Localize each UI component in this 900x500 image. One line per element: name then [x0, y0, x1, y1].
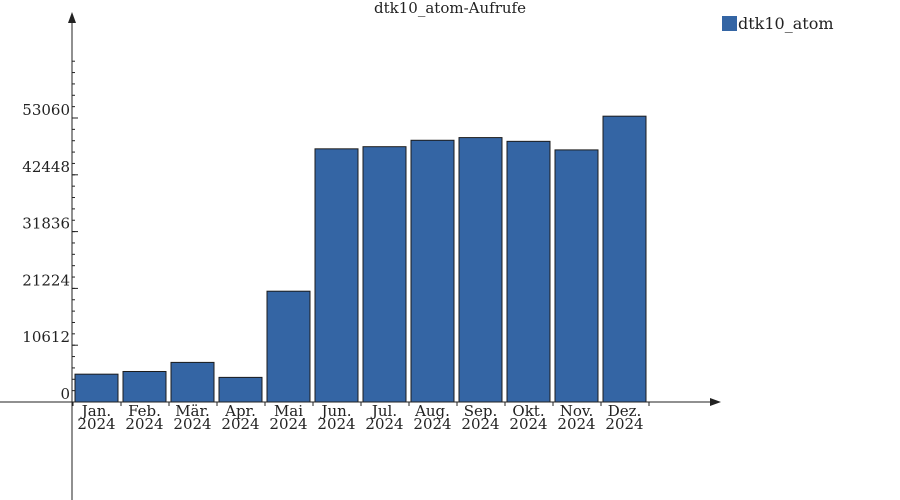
x-tick-label-6-0: Jul. — [370, 402, 397, 420]
y-tick-label-0: 0 — [60, 385, 70, 403]
y-axis-ticks: 0 10612 21224 31836 42448 53060 — [22, 60, 78, 403]
x-tick-label-10-1: 2024 — [557, 415, 595, 433]
y-tick-label-2: 21224 — [22, 271, 70, 289]
bar-8 — [458, 137, 503, 403]
x-tick-label-11-1: 2024 — [605, 415, 643, 433]
bar-3 — [218, 376, 263, 403]
x-tick-label-7-0: Aug. — [414, 402, 450, 420]
x-tick-label-3-1: 2024 — [221, 415, 259, 433]
x-tick-label-8-0: Sep. — [464, 402, 498, 420]
legend-label: dtk10_atom — [738, 14, 834, 33]
chart-title: dtk10_atom-Aufrufe — [374, 0, 526, 17]
x-tick-label-5-0: Jun. — [319, 402, 351, 420]
x-tick-label-0-1: 2024 — [77, 415, 115, 433]
bars-group — [74, 115, 647, 403]
bar-10 — [554, 149, 599, 403]
bar-5 — [314, 148, 359, 403]
x-tick-label-10-0: Nov. — [560, 402, 594, 420]
y-tick-label-3: 31836 — [22, 215, 70, 233]
y-tick-label-5: 53060 — [22, 101, 70, 119]
x-tick-label-0-0: Jan. — [80, 402, 111, 420]
legend-swatch — [722, 16, 737, 31]
legend: dtk10_atom — [722, 14, 834, 33]
x-tick-label-4-0: Mai — [274, 402, 303, 420]
x-tick-label-2-1: 2024 — [173, 415, 211, 433]
bar-11 — [602, 115, 647, 403]
x-tick-label-8-1: 2024 — [461, 415, 499, 433]
x-tick-label-1-0: Feb. — [128, 402, 161, 420]
x-axis-arrow-icon — [710, 398, 721, 406]
bar-9 — [506, 140, 551, 403]
x-tick-label-5-1: 2024 — [317, 415, 355, 433]
x-tick-label-1-1: 2024 — [125, 415, 163, 433]
bar-0 — [74, 373, 119, 403]
bar-1 — [122, 370, 167, 403]
x-axis-ticks: Jan.2024Feb.2024Mär.2024Apr.2024Mai2024J… — [72, 402, 650, 433]
x-tick-label-6-1: 2024 — [365, 415, 403, 433]
bar-2 — [170, 361, 215, 403]
x-tick-label-9-1: 2024 — [509, 415, 547, 433]
x-tick-label-11-0: Dez. — [608, 402, 642, 420]
x-tick-label-4-1: 2024 — [269, 415, 307, 433]
bar-6 — [362, 146, 407, 403]
y-tick-label-1: 10612 — [22, 328, 70, 346]
y-axis-arrow-icon — [68, 12, 76, 23]
y-tick-label-4: 42448 — [22, 158, 70, 176]
x-tick-label-2-0: Mär. — [175, 402, 210, 420]
bar-7 — [410, 139, 455, 403]
x-tick-label-3-0: Apr. — [224, 402, 256, 420]
x-tick-label-9-0: Okt. — [512, 402, 544, 420]
bar-4 — [266, 290, 311, 403]
x-tick-label-7-1: 2024 — [413, 415, 451, 433]
